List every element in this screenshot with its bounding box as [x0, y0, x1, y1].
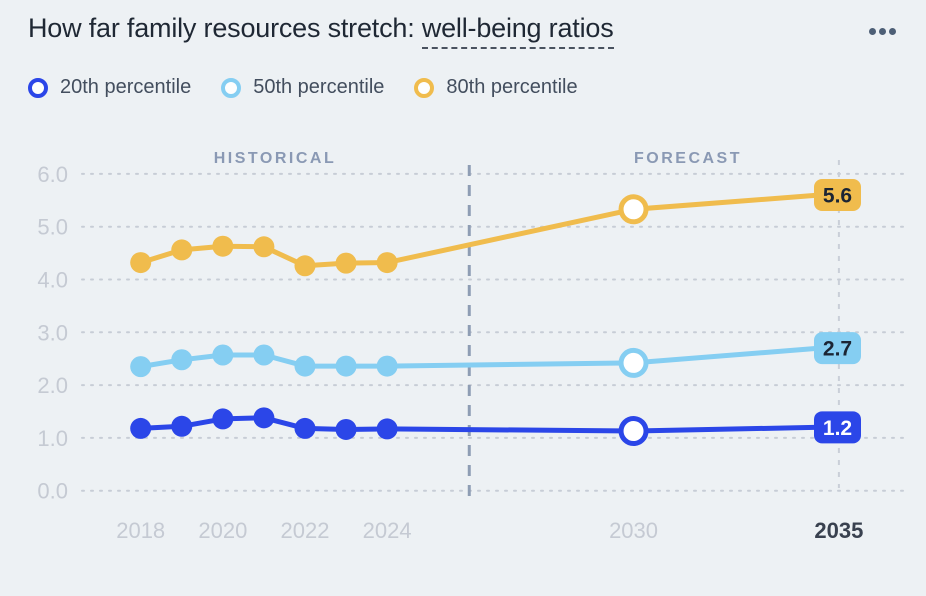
legend-item-50th-percentile[interactable]: 50th percentile [221, 76, 384, 99]
title-prefix: How far family resources stretch: [28, 13, 422, 43]
value-badge-label: 5.6 [823, 185, 852, 208]
data-point [335, 355, 357, 377]
y-axis-label: 4.0 [37, 268, 68, 293]
zone-label-historical: HISTORICAL [214, 150, 336, 167]
legend-ring-icon [221, 77, 242, 98]
y-axis-label: 1.0 [37, 426, 68, 451]
data-point [171, 349, 193, 371]
value-badge-label: 1.2 [823, 417, 852, 440]
x-axis-label: 2035 [814, 518, 863, 543]
data-point [212, 408, 234, 430]
data-point [212, 235, 234, 257]
data-point [171, 415, 193, 437]
y-axis-label: 3.0 [37, 320, 68, 345]
chart-legend: 20th percentile 50th percentile 80th per… [28, 76, 578, 99]
data-point [294, 255, 316, 277]
data-point [376, 355, 398, 377]
forecast-point [618, 194, 649, 225]
legend-item-label: 20th percentile [60, 76, 192, 98]
x-axis-label: 2022 [281, 518, 330, 543]
ellipsis-icon [869, 28, 876, 35]
data-point [335, 418, 357, 440]
forecast-point [618, 416, 649, 447]
legend-item-80th-percentile[interactable]: 80th percentile [414, 76, 578, 99]
data-point [253, 236, 275, 258]
forecast-point [618, 347, 649, 378]
wellbeing-ratios-chart: HISTORICAL FORECAST 6.0 5.0 4.0 3.0 2.0 1.0 0.0 5… [37, 150, 909, 543]
data-point [294, 417, 316, 439]
data-point [376, 418, 398, 440]
more-options-button[interactable] [865, 20, 900, 43]
ellipsis-icon [889, 28, 896, 35]
page-title: How far family resources stretch: well-b… [28, 13, 614, 49]
x-axis-label: 2030 [609, 518, 658, 543]
data-point [130, 417, 152, 439]
y-axis-label: 5.0 [37, 215, 68, 240]
legend-ring-icon [28, 77, 48, 98]
series-line [138, 345, 823, 370]
legend-item-20th-percentile[interactable]: 20th percentile [28, 76, 191, 99]
ellipsis-icon [879, 28, 886, 35]
y-axis-label: 2.0 [37, 373, 68, 398]
x-axis-label: 2024 [363, 518, 412, 543]
legend-item-label: 80th percentile [446, 76, 578, 98]
y-axis-label: 0.0 [37, 479, 68, 504]
data-point [294, 355, 316, 377]
data-point [335, 252, 357, 274]
value-badge [814, 411, 861, 444]
value-badge-label: 2.7 [823, 338, 852, 361]
data-point [376, 252, 398, 274]
x-axis-label: 2018 [116, 518, 165, 543]
legend-ring-icon [414, 77, 435, 98]
data-point [253, 407, 275, 429]
value-badge [814, 332, 861, 365]
x-axis-label: 2020 [198, 518, 247, 543]
data-point [212, 344, 234, 366]
series-line [138, 415, 823, 434]
title-emphasis: well-being ratios [421, 13, 614, 49]
y-axis-label: 6.0 [37, 162, 68, 187]
value-badge [814, 179, 861, 212]
data-point [130, 356, 152, 378]
data-point [171, 239, 193, 261]
legend-item-label: 50th percentile [253, 76, 385, 98]
zone-label-forecast: FORECAST [634, 150, 742, 167]
data-point [130, 252, 152, 274]
series-line [138, 192, 823, 269]
data-point [253, 344, 275, 366]
